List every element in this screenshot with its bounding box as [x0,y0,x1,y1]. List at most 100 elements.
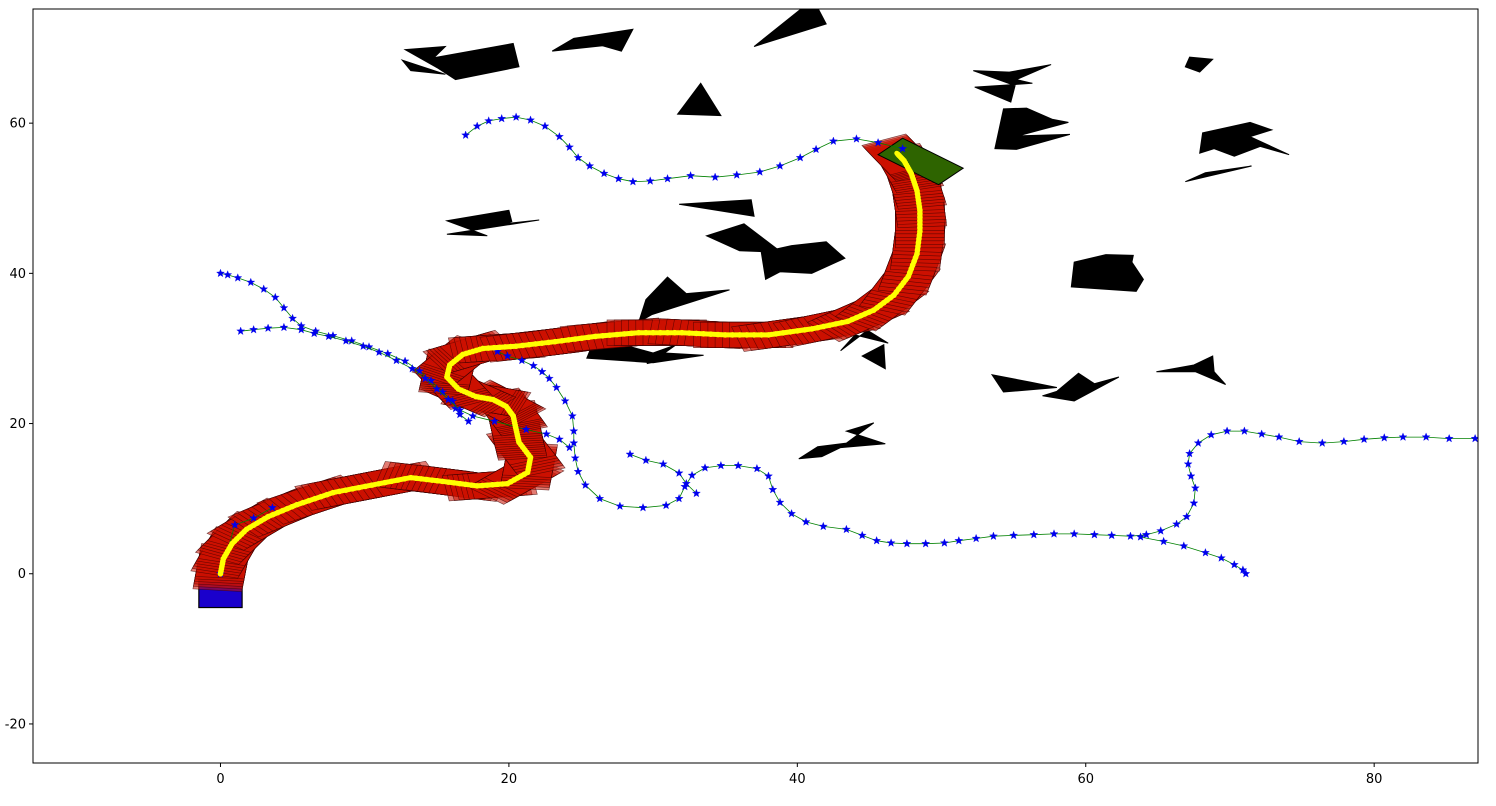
tree-node [461,130,471,139]
tree-node [1141,530,1151,539]
tree-node [595,493,605,503]
tree-node [541,429,551,438]
tree-node [1470,433,1478,443]
axes-frame [32,8,1479,764]
obstacle-polygon [444,209,540,237]
tree-node [521,424,531,434]
path-point [808,326,815,332]
path-point [369,482,375,488]
tree-node [1107,530,1117,540]
obstacle-polygon [753,9,827,47]
tree-node [801,517,811,526]
y-tick-label: -20 [5,717,26,732]
path-point [758,332,765,338]
tree-node [544,373,554,383]
tree-node [674,493,684,503]
path-point [494,481,501,488]
path-point [474,483,480,489]
tree-node [641,455,651,465]
tree-node [1379,433,1389,442]
path-point [853,314,860,321]
path-point [707,331,714,337]
tree-node [358,341,368,350]
path-point [324,491,330,498]
path-point [336,488,343,495]
tree-node [775,497,785,507]
tree-node [484,116,494,125]
obstacles-layer [400,9,1290,460]
tree-node [1241,569,1251,578]
obstacle-polygon [973,64,1052,103]
tree-node [1029,530,1039,539]
tree-node [464,416,473,426]
path-point [664,329,671,336]
tree-node [752,463,762,473]
tree-node [580,480,590,489]
path-point [496,344,503,351]
tree-node [1216,553,1226,562]
tree-node [223,270,233,279]
y-tick-label: 60 [9,117,26,132]
tree-node [511,112,521,121]
tree-node [1398,432,1408,441]
x-tick-label: 60 [1077,772,1094,787]
tree-node [768,484,778,494]
tree-node [1222,426,1232,435]
tree-node [391,355,401,365]
tree-node [288,313,298,323]
path-point [284,505,291,512]
path-point [585,334,592,341]
path-point [838,319,845,326]
tree-node [216,268,225,278]
path-point [408,474,414,481]
y-tick-label: 0 [18,567,26,582]
tree-node [526,115,535,124]
path-point [502,344,508,350]
tree-node [645,176,655,185]
tree-node [270,292,280,302]
tree-node [554,434,564,444]
path-point [736,332,743,338]
path-point [679,329,685,336]
path-point [300,499,306,506]
tree-node [573,466,583,476]
path-point [820,323,827,330]
tree-node [565,142,574,151]
tree-node [1089,530,1099,539]
tree-node [267,503,277,512]
path-point [780,330,786,336]
tree-node [415,366,424,375]
path-point [857,312,864,319]
path-point [832,321,839,327]
tree-node [755,167,765,176]
path-point [801,327,808,333]
path-point [349,486,356,492]
path-point [592,333,599,340]
obstacle-polygon [1199,121,1290,157]
tree-node [407,364,417,373]
tree-node [661,500,671,510]
path-point [519,342,526,349]
tree-node [1172,519,1182,528]
tree-node [468,411,478,420]
tree-node [573,153,583,162]
path-point [693,330,700,337]
tree-node [560,396,570,405]
tree-node [852,134,861,143]
tree-node [971,533,981,543]
tree-node [528,361,538,370]
path-point [485,345,492,351]
obstacle-polygon [861,343,886,370]
path-point [507,343,514,350]
tree-node [341,336,351,345]
tree-node [599,168,609,178]
path-point [765,332,772,338]
tree-node [585,161,595,170]
path-point [499,481,506,487]
path-point [729,332,736,338]
tree-node [898,144,908,153]
y-tick-label: 20 [9,417,26,432]
tree-node [921,539,931,548]
x-tick-label: 0 [216,772,224,787]
tree-edge [220,273,469,422]
